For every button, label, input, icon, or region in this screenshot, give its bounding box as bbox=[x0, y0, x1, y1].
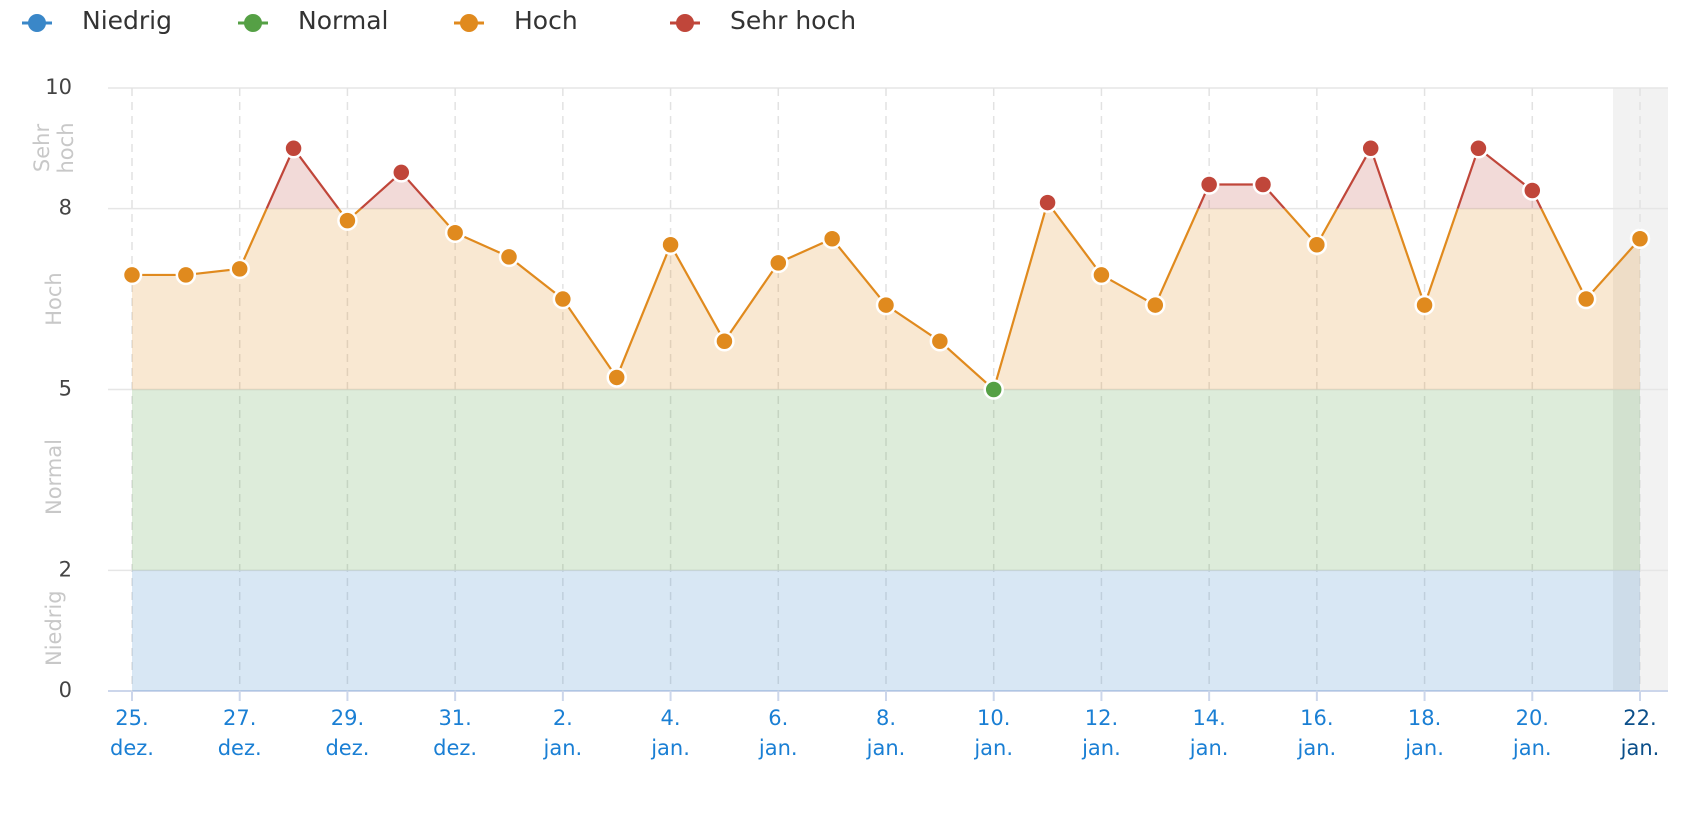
point bbox=[175, 264, 197, 286]
point bbox=[1306, 234, 1328, 256]
band-area bbox=[132, 389, 1640, 571]
point bbox=[1037, 192, 1058, 213]
point bbox=[875, 294, 897, 316]
point bbox=[444, 222, 466, 243]
point bbox=[121, 264, 143, 286]
point bbox=[1522, 180, 1543, 201]
line bbox=[265, 145, 1543, 209]
point bbox=[1414, 294, 1435, 316]
band-label: Sehr hoch bbox=[30, 122, 78, 174]
point bbox=[1091, 264, 1112, 286]
point bbox=[1629, 228, 1651, 249]
point bbox=[498, 246, 520, 268]
x-tick-label: 6. jan. bbox=[758, 706, 798, 760]
y-tick-label: 0 bbox=[59, 678, 72, 702]
legend-label: Sehr hoch bbox=[730, 6, 857, 35]
point bbox=[768, 252, 789, 274]
x-tick-label: 25. dez. bbox=[110, 706, 154, 760]
point bbox=[1145, 294, 1166, 316]
point bbox=[229, 258, 250, 280]
band-label: Niedrig bbox=[42, 590, 66, 666]
x-tick-label: 20. jan. bbox=[1512, 706, 1552, 760]
legend-marker bbox=[676, 14, 694, 32]
point bbox=[660, 234, 681, 256]
point bbox=[1468, 138, 1489, 159]
x-tick-label: 29. dez. bbox=[325, 706, 370, 760]
x-tick-label: 10. jan. bbox=[974, 706, 1014, 760]
band-area bbox=[132, 570, 1640, 691]
legend-marker bbox=[460, 14, 478, 32]
point bbox=[714, 331, 735, 352]
x-tick-label: 31. dez. bbox=[433, 706, 478, 760]
x-tick-label: 16. jan. bbox=[1297, 706, 1337, 760]
band-label: Normal bbox=[42, 438, 66, 515]
legend-marker bbox=[244, 14, 262, 32]
point bbox=[552, 288, 574, 310]
y-tick-label: 10 bbox=[45, 75, 72, 99]
point bbox=[1252, 174, 1274, 195]
point bbox=[606, 367, 627, 388]
x-tick-label: 12. jan. bbox=[1082, 706, 1121, 760]
y-tick-label: 8 bbox=[59, 196, 72, 220]
point bbox=[821, 228, 843, 249]
x-tick-label: 14. jan. bbox=[1189, 706, 1229, 760]
x-tick-label: 8. jan. bbox=[866, 706, 906, 760]
x-tick-label: 4. jan. bbox=[651, 706, 690, 760]
x-tick-label: 18. jan. bbox=[1405, 706, 1444, 760]
legend-label: Normal bbox=[298, 6, 389, 35]
x-tick-label: 27. dez. bbox=[217, 706, 262, 760]
point bbox=[283, 138, 304, 159]
legend-marker bbox=[28, 14, 46, 32]
x-tick-label: 22. jan. bbox=[1620, 706, 1660, 760]
legend-label: Niedrig bbox=[82, 6, 172, 35]
legend-label: Hoch bbox=[514, 6, 578, 35]
point bbox=[1575, 288, 1597, 310]
point bbox=[337, 210, 358, 231]
point bbox=[1198, 174, 1220, 195]
point bbox=[1360, 138, 1381, 159]
point bbox=[391, 162, 412, 183]
x-tick-label: 2. jan. bbox=[543, 706, 583, 760]
point bbox=[929, 331, 951, 352]
band-label: Hoch bbox=[42, 272, 66, 326]
y-tick-label: 5 bbox=[59, 377, 72, 401]
y-tick-label: 2 bbox=[59, 557, 72, 581]
point bbox=[983, 379, 1004, 400]
